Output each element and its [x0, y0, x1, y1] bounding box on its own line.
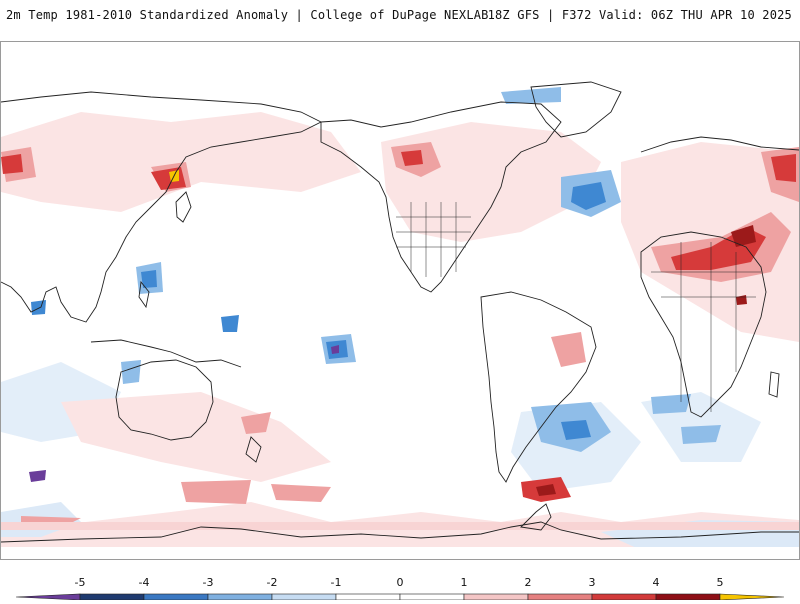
polar-warm-band — [1, 522, 799, 530]
antarctica-coastline — [1, 521, 799, 543]
north-america-coastline — [320, 101, 562, 293]
colorbar-segment — [655, 593, 721, 601]
warm-anomaly-region — [401, 150, 423, 166]
africa-borders — [651, 242, 761, 412]
cool-anomaly-region — [121, 360, 141, 384]
colorbar-legend: -5 -4 -3 -2 -1 0 1 2 3 4 5 — [0, 560, 800, 601]
colorbar-tick-label: 1 — [461, 576, 468, 589]
cool-anomaly-region — [561, 420, 591, 440]
colorbar-min-arrow — [15, 593, 81, 601]
indonesia-coastline — [90, 339, 242, 368]
colorbar-tick-label: 2 — [525, 576, 532, 589]
cool-anomaly-region — [31, 300, 46, 315]
colorbar-segment — [527, 593, 593, 601]
colorbar-max-arrow — [719, 593, 785, 601]
cool-anomaly-region — [681, 425, 721, 444]
japan-coastline — [175, 191, 192, 223]
warm-anomaly-region — [731, 225, 756, 247]
colorbar-tick-label: -2 — [267, 576, 278, 589]
warm-anomaly-region — [771, 154, 796, 182]
warm-anomaly-region — [381, 122, 601, 242]
cool-anomaly-region — [501, 87, 561, 104]
colorbar-segment — [271, 593, 337, 601]
run-info: 18Z GFS | F372 Valid: 06Z THU APR 10 202… — [487, 8, 792, 22]
anomaly-map[interactable] — [0, 41, 800, 560]
colorbar-segments — [15, 593, 785, 601]
map-title: 2m Temp 1981-2010 Standardized Anomaly |… — [6, 8, 489, 22]
warm-anomaly-region — [181, 480, 251, 504]
warm-anomaly-region — [536, 484, 556, 496]
cool-anomaly-region — [141, 270, 157, 288]
colorbar-segment — [399, 593, 465, 601]
colorbar-segment — [143, 593, 209, 601]
colorbar-svg: -5 -4 -3 -2 -1 0 1 2 3 4 5 — [15, 576, 785, 601]
us-borders — [396, 202, 471, 277]
warm-anomaly-region — [1, 154, 23, 174]
colorbar-tick-label: 5 — [717, 576, 724, 589]
cool-anomaly-region — [571, 182, 606, 210]
header-bar: 2m Temp 1981-2010 Standardized Anomaly |… — [0, 0, 800, 30]
warm-anomaly-region — [61, 392, 331, 482]
philippines-coastline — [138, 280, 150, 309]
polar-band — [1, 547, 799, 559]
cool-anomaly-region — [651, 394, 691, 414]
cool-anomaly-region — [221, 315, 239, 332]
cool-anomaly-region — [29, 470, 46, 482]
colorbar-segment — [591, 593, 657, 601]
colorbar-tick-label: -3 — [203, 576, 214, 589]
colorbar-segment — [79, 593, 145, 601]
australia-coastline — [115, 359, 214, 441]
colorbar-tick-label: -4 — [139, 576, 150, 589]
coastlines — [1, 81, 799, 543]
europe-coastline — [640, 136, 799, 153]
madagascar-coastline — [768, 371, 780, 398]
antarctic-peninsula-coastline — [520, 503, 552, 531]
colorbar-tick-label: 4 — [653, 576, 660, 589]
colorbar-tick-labels: -5 -4 -3 -2 -1 0 1 2 3 4 5 — [75, 576, 724, 589]
south-america-coastline — [480, 291, 597, 483]
cool-anomaly-region — [331, 345, 339, 354]
map-canvas — [1, 81, 799, 559]
warm-anomaly-region — [241, 412, 271, 434]
colorbar-tick-label: -5 — [75, 576, 86, 589]
asia-coastline — [1, 91, 323, 323]
colorbar-segment — [463, 593, 529, 601]
warm-anomaly-region — [736, 295, 747, 305]
new-zealand-coastline — [245, 436, 262, 463]
colorbar-tick-label: 3 — [589, 576, 596, 589]
warm-anomaly-region — [551, 332, 586, 367]
colorbar-tick-label: 0 — [397, 576, 404, 589]
warm-anomaly-region — [271, 484, 331, 502]
anomaly-shading — [1, 87, 799, 559]
colorbar-segment — [207, 593, 273, 601]
africa-coastline — [640, 231, 767, 418]
colorbar-segment — [335, 593, 401, 601]
greenland-coastline — [530, 81, 622, 138]
colorbar-tick-label: -1 — [331, 576, 342, 589]
